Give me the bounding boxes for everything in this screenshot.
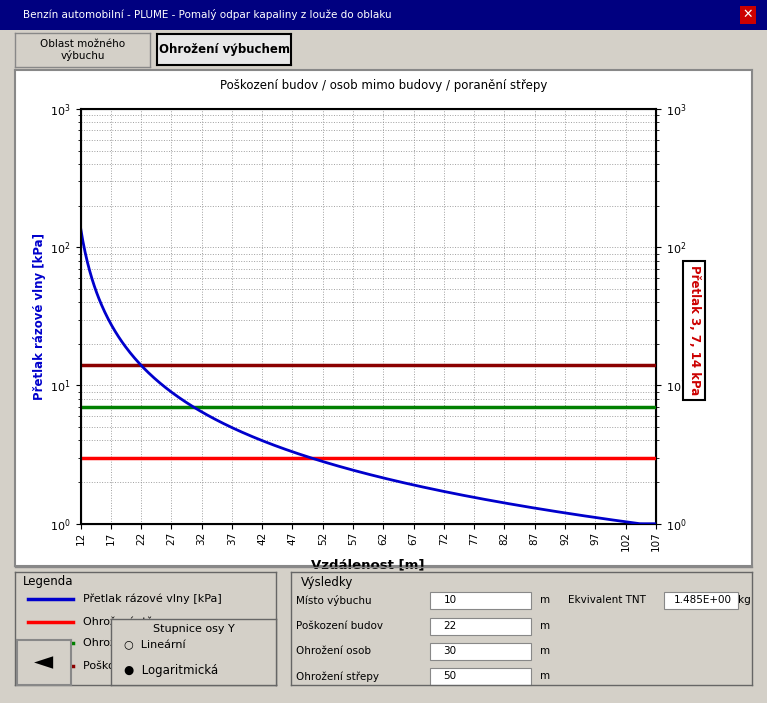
Text: Poškození budov: Poškození budov: [83, 661, 176, 671]
FancyBboxPatch shape: [430, 592, 531, 609]
Y-axis label: Přetlak rázové vlny [kPa]: Přetlak rázové vlny [kPa]: [33, 233, 46, 400]
Text: 10: 10: [443, 595, 456, 605]
Text: Přetlak 3, 7, 14 kPa: Přetlak 3, 7, 14 kPa: [688, 265, 700, 396]
Text: Stupnice osy Y: Stupnice osy Y: [153, 624, 235, 634]
FancyBboxPatch shape: [430, 643, 531, 660]
Text: kg: kg: [738, 595, 751, 605]
Text: Přetlak rázové vlny [kPa]: Přetlak rázové vlny [kPa]: [83, 593, 222, 604]
X-axis label: Vzdálenost [m]: Vzdálenost [m]: [311, 558, 425, 571]
Text: ✕: ✕: [742, 8, 753, 21]
Text: Poškození budov / osob mimo budovy / poranění střepy: Poškození budov / osob mimo budovy / por…: [220, 79, 547, 92]
FancyBboxPatch shape: [430, 618, 531, 636]
FancyBboxPatch shape: [430, 669, 531, 685]
Text: 22: 22: [443, 621, 456, 631]
Text: Ohrožení střepy: Ohrožení střepy: [296, 671, 379, 682]
Text: Poškození budov: Poškození budov: [296, 621, 383, 631]
Text: Oblast možného
výbuchu: Oblast možného výbuchu: [40, 39, 125, 61]
Text: m: m: [540, 671, 550, 681]
Text: 50: 50: [443, 671, 456, 681]
Text: Ohrožení osob: Ohrožení osob: [83, 638, 163, 648]
Text: Výsledky: Výsledky: [301, 576, 353, 589]
FancyBboxPatch shape: [664, 592, 738, 609]
Text: 30: 30: [443, 646, 456, 657]
Text: m: m: [540, 595, 550, 605]
Text: 1.485E+00: 1.485E+00: [673, 595, 732, 605]
Text: m: m: [540, 621, 550, 631]
Text: ●  Logaritmická: ● Logaritmická: [124, 664, 219, 677]
Text: Ohrožení osob: Ohrožení osob: [296, 646, 371, 657]
Text: Ohrožení střepy: Ohrožení střepy: [83, 617, 172, 627]
Text: Legenda: Legenda: [23, 575, 74, 588]
Text: Ekvivalent TNT: Ekvivalent TNT: [568, 595, 646, 605]
Text: m: m: [540, 646, 550, 657]
Text: ○  Lineární: ○ Lineární: [124, 640, 186, 650]
Text: Místo výbuchu: Místo výbuchu: [296, 595, 372, 605]
Text: ◄: ◄: [34, 650, 54, 675]
Text: Benzín automobilní - PLUME - Pomalý odpar kapaliny z louže do oblaku: Benzín automobilní - PLUME - Pomalý odpa…: [23, 9, 392, 20]
Text: Ohrožení výbuchem: Ohrožení výbuchem: [159, 43, 290, 56]
